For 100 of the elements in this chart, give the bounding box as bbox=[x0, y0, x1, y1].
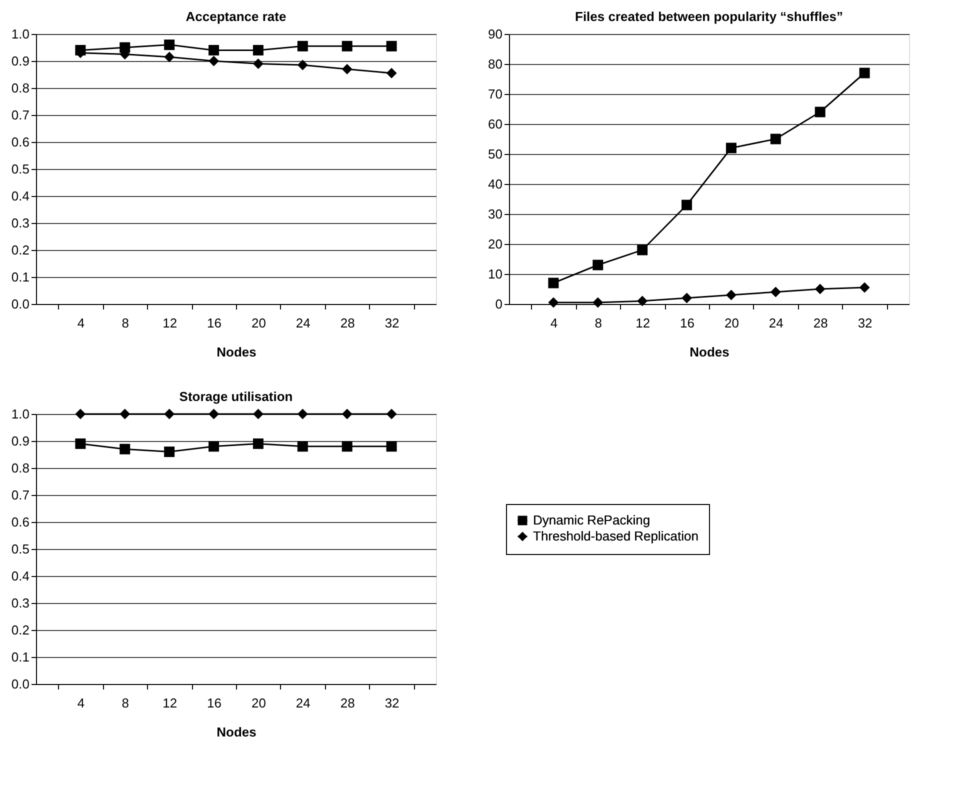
y-tick-label: 1.0 bbox=[11, 26, 30, 42]
y-tick-label: 50 bbox=[488, 146, 502, 162]
point bbox=[682, 292, 692, 304]
point bbox=[386, 441, 397, 452]
y-tick-label: 0.6 bbox=[11, 514, 30, 530]
point bbox=[859, 68, 870, 78]
y-tick-label: 0.1 bbox=[11, 270, 30, 284]
point bbox=[814, 106, 826, 118]
x-tick-label: 4 bbox=[77, 316, 85, 330]
point bbox=[164, 408, 175, 420]
point bbox=[252, 438, 264, 449]
point bbox=[770, 286, 781, 298]
point bbox=[297, 408, 308, 420]
y-tick-label: 0.0 bbox=[11, 676, 30, 692]
point bbox=[75, 408, 86, 420]
point bbox=[297, 60, 308, 70]
point bbox=[75, 438, 86, 449]
y-tick-label: 0.5 bbox=[11, 542, 30, 556]
x-tick-label: 16 bbox=[680, 316, 695, 330]
point bbox=[386, 68, 397, 78]
point bbox=[592, 260, 604, 270]
point bbox=[252, 44, 264, 56]
point bbox=[120, 408, 130, 420]
y-tick-label: 80 bbox=[488, 56, 502, 72]
x-tick-label: 12 bbox=[162, 316, 178, 330]
point bbox=[252, 408, 264, 420]
y-tick-label: 40 bbox=[488, 176, 502, 192]
point bbox=[342, 40, 352, 52]
point bbox=[342, 441, 352, 452]
y-tick-label: 0.7 bbox=[11, 488, 30, 502]
point bbox=[208, 441, 220, 452]
point bbox=[637, 244, 648, 256]
x-tick-label: 20 bbox=[724, 316, 739, 330]
y-tick-label: 0.4 bbox=[11, 188, 30, 204]
point bbox=[297, 441, 308, 452]
point bbox=[208, 44, 220, 56]
x-tick-label: 4 bbox=[550, 316, 558, 330]
x-tick-label: 12 bbox=[636, 316, 650, 330]
point bbox=[637, 296, 648, 306]
legend-label: Dynamic RePacking bbox=[533, 512, 650, 528]
x-tick-label: 8 bbox=[594, 316, 602, 330]
y-tick-label: 0.6 bbox=[11, 134, 30, 150]
point bbox=[726, 290, 736, 300]
point bbox=[164, 40, 175, 50]
x-tick-label: 8 bbox=[122, 316, 130, 330]
x-tick-label: 16 bbox=[207, 696, 222, 710]
x-tick-label: 20 bbox=[251, 316, 266, 330]
y-tick-label: 0.5 bbox=[11, 162, 30, 176]
x-tick-label: 24 bbox=[768, 316, 784, 330]
y-tick-label: 0 bbox=[495, 296, 502, 312]
y-tick-label: 0.8 bbox=[11, 460, 30, 476]
x-tick-label: 4 bbox=[77, 696, 85, 710]
point bbox=[164, 52, 175, 62]
y-tick-label: 0.4 bbox=[11, 568, 30, 584]
x-tick-label: 16 bbox=[207, 316, 222, 330]
y-tick-label: 0.3 bbox=[11, 596, 30, 610]
y-tick-label: 0.8 bbox=[11, 80, 30, 96]
x-tick-label: 8 bbox=[122, 696, 130, 710]
point bbox=[297, 40, 308, 52]
y-tick-label: 0.1 bbox=[11, 650, 30, 664]
x-tick-label: 28 bbox=[340, 316, 355, 330]
x-tick-label: 32 bbox=[384, 696, 400, 710]
legend-label: Threshold-based Replication bbox=[533, 528, 698, 544]
y-tick-label: 20 bbox=[488, 236, 502, 252]
x-tick-label: 24 bbox=[296, 316, 310, 330]
point bbox=[208, 56, 220, 66]
y-tick-label: 0.9 bbox=[11, 434, 30, 448]
point bbox=[548, 297, 559, 308]
point bbox=[120, 444, 130, 454]
point bbox=[208, 408, 220, 420]
point bbox=[682, 200, 692, 210]
y-tick-label: 60 bbox=[488, 116, 502, 132]
y-tick-label: 0.9 bbox=[11, 54, 30, 68]
x-axis-title: Nodes bbox=[690, 344, 730, 360]
chart-title: Acceptance rate bbox=[186, 9, 286, 24]
point bbox=[164, 446, 175, 458]
point bbox=[859, 282, 870, 293]
y-tick-label: 0.3 bbox=[11, 216, 30, 230]
point bbox=[770, 134, 781, 144]
point bbox=[592, 297, 604, 308]
y-tick-label: 0.7 bbox=[11, 108, 30, 122]
x-tick-label: 12 bbox=[162, 696, 178, 710]
x-tick-label: 20 bbox=[251, 696, 266, 710]
y-tick-label: 30 bbox=[488, 206, 502, 222]
y-tick-label: 0.2 bbox=[11, 242, 30, 258]
point bbox=[386, 408, 397, 420]
y-tick-label: 0.0 bbox=[11, 296, 30, 312]
y-tick-label: 10 bbox=[488, 266, 502, 282]
point bbox=[726, 142, 736, 154]
y-tick-label: 1.0 bbox=[11, 406, 30, 422]
x-axis-title: Nodes bbox=[216, 724, 256, 740]
point bbox=[386, 40, 397, 52]
x-tick-label: 24 bbox=[296, 696, 310, 710]
x-tick-label: 28 bbox=[813, 316, 828, 330]
x-tick-label: 28 bbox=[340, 696, 355, 710]
x-tick-label: 32 bbox=[384, 316, 400, 330]
chart-title: Files created between popularity “shuffles” bbox=[574, 9, 844, 24]
y-tick-label: 90 bbox=[488, 26, 502, 42]
chart-title: Storage utilisation bbox=[179, 389, 293, 404]
x-axis-title: Nodes bbox=[216, 344, 256, 360]
